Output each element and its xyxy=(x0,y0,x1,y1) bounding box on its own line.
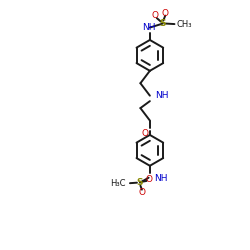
Text: NH: NH xyxy=(154,174,168,183)
Text: O: O xyxy=(162,8,169,18)
Text: S: S xyxy=(137,178,143,187)
Text: O: O xyxy=(145,175,152,184)
Text: O: O xyxy=(152,11,159,20)
Text: S: S xyxy=(160,19,166,28)
Text: O: O xyxy=(142,129,149,138)
Text: NH: NH xyxy=(155,91,168,100)
Text: H₃C: H₃C xyxy=(110,179,126,188)
Text: O: O xyxy=(138,188,145,196)
Text: CH₃: CH₃ xyxy=(177,20,192,28)
Text: NH: NH xyxy=(142,23,155,32)
